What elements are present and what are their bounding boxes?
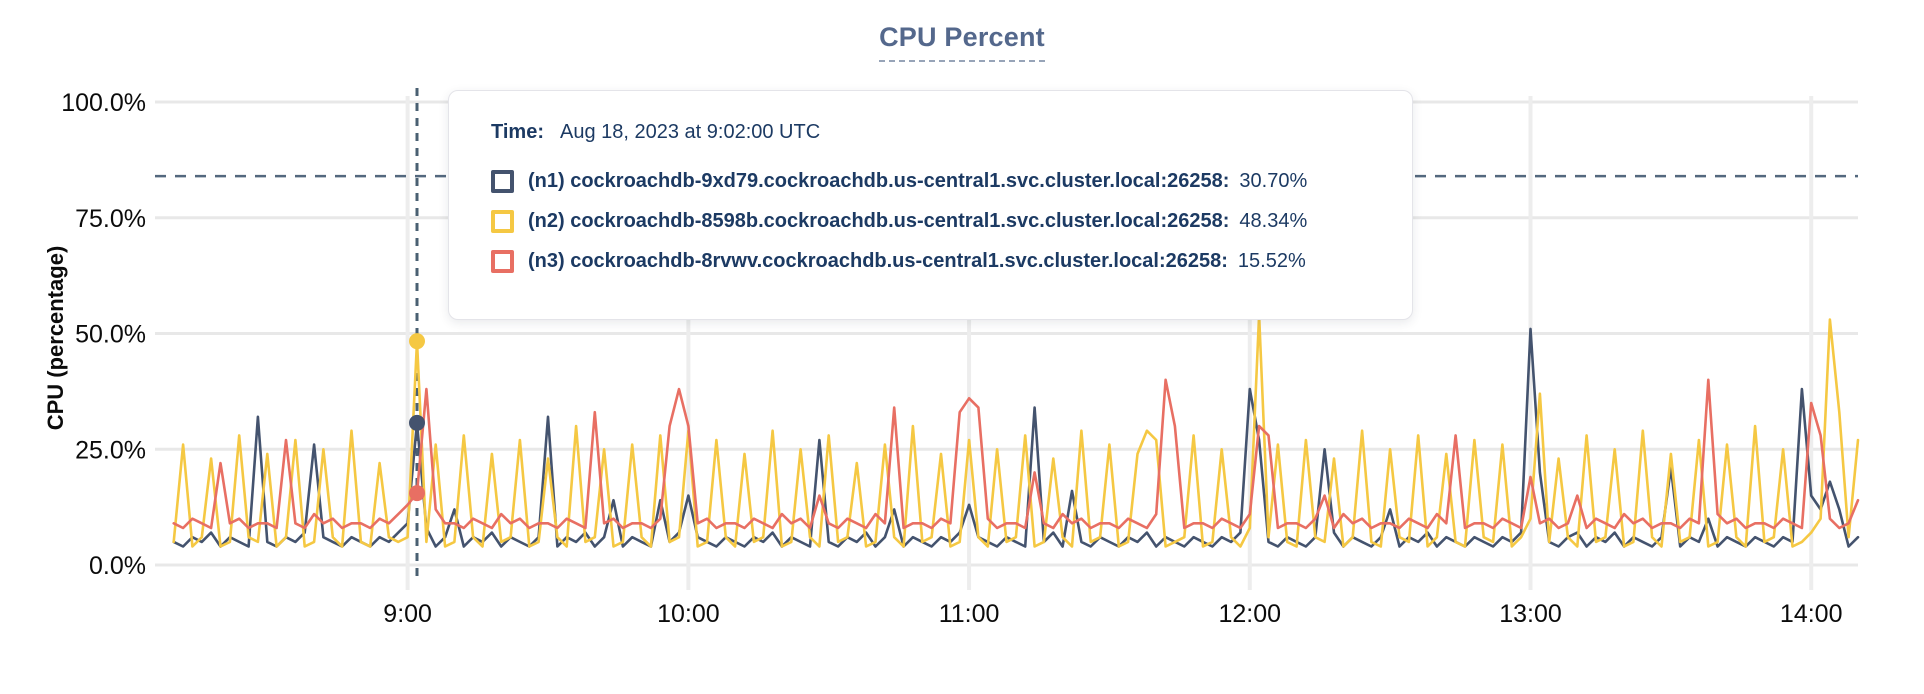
x-tick-label: 13:00	[1499, 600, 1562, 628]
tooltip-time-value: Aug 18, 2023 at 9:02:00 UTC	[559, 121, 821, 143]
y-tick-label: 75.0%	[75, 205, 146, 233]
y-tick-label: 0.0%	[89, 552, 146, 580]
y-tick-label: 100.0%	[61, 89, 146, 117]
y-tick-label: 50.0%	[75, 321, 146, 349]
chart-title: CPU Percent	[879, 22, 1045, 62]
hover-dot-n2	[409, 333, 425, 350]
chart-title-wrap: CPU Percent	[0, 22, 1924, 62]
tooltip-entry-n1-label: (n1) cockroachdb-9xd79.cockroachdb.us-ce…	[528, 170, 1230, 192]
tooltip-entry-n2: (n2) cockroachdb-8598b.cockroachdb.us-ce…	[491, 206, 1392, 237]
x-tick-label: 9:00	[383, 600, 432, 628]
tooltip-entry-n1-value: 30.70%	[1239, 170, 1308, 192]
hover-dot-n3	[409, 485, 425, 502]
tooltip-entry-n2-value: 48.34%	[1239, 210, 1308, 232]
chart-hover-tooltip: Time: Aug 18, 2023 at 9:02:00 UTC (n1) co…	[448, 90, 1413, 320]
series-n1-swatch-icon	[491, 170, 514, 193]
tooltip-entry-n1: (n1) cockroachdb-9xd79.cockroachdb.us-ce…	[491, 166, 1392, 197]
series-line-n3	[172, 378, 1860, 530]
tooltip-entry-n2-label: (n2) cockroachdb-8598b.cockroachdb.us-ce…	[528, 210, 1230, 232]
y-tick-label: 25.0%	[75, 436, 146, 464]
series-n3-swatch-icon	[491, 250, 514, 273]
hover-dot-n1	[409, 414, 425, 431]
tooltip-entry-n3-value: 15.52%	[1237, 250, 1306, 272]
tooltip-entry-n3-label: (n3) cockroachdb-8rvwv.cockroachdb.us-ce…	[528, 250, 1228, 272]
x-tick-label: 10:00	[657, 600, 720, 628]
tooltip-time-row: Time: Aug 18, 2023 at 9:02:00 UTC	[491, 121, 1392, 144]
tooltip-time-label: Time:	[491, 121, 544, 143]
x-tick-label: 14:00	[1780, 600, 1843, 628]
series-n2-swatch-icon	[491, 210, 514, 233]
tooltip-entry-n3: (n3) cockroachdb-8rvwv.cockroachdb.us-ce…	[491, 246, 1392, 277]
series-line-n2	[172, 313, 1860, 548]
x-tick-label: 11:00	[939, 600, 1000, 628]
x-tick-label: 12:00	[1219, 600, 1282, 628]
